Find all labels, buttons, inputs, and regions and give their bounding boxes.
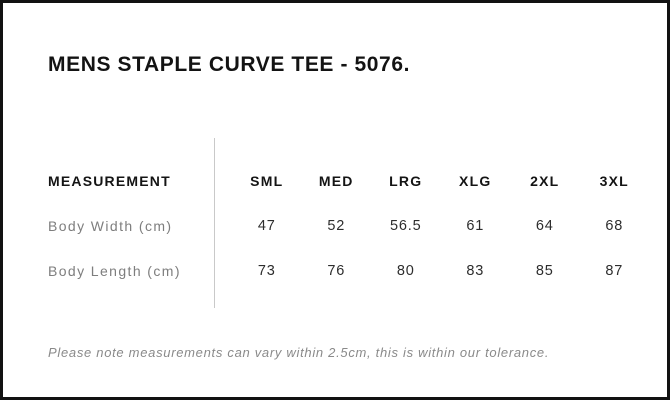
column-divider xyxy=(214,138,215,308)
table-row-body-width: Body Width (cm) 47 52 56.5 61 64 68 xyxy=(48,203,649,248)
size-column-header-2xl: 2XL xyxy=(530,172,560,189)
size-column-header-med: MED xyxy=(318,172,354,189)
size-value-cell: 56.5 xyxy=(390,217,422,234)
size-value-cell: 80 xyxy=(396,262,415,279)
size-value-cell: 83 xyxy=(466,262,485,279)
table-header-row: MEASUREMENT SML MED LRG XLG 2XL 3XL xyxy=(48,158,649,203)
size-value-cell: 68 xyxy=(605,217,624,234)
size-value-cell: 52 xyxy=(327,217,346,234)
tolerance-note: Please note measurements can vary within… xyxy=(48,345,550,360)
size-column-header-sml: SML xyxy=(250,172,284,189)
size-column-header-lrg: LRG xyxy=(389,172,423,189)
row-label: Body Length (cm) xyxy=(48,262,181,279)
size-value-cell: 47 xyxy=(257,217,276,234)
size-value-cell: 73 xyxy=(257,262,276,279)
size-value-cell: 85 xyxy=(535,262,554,279)
size-value-cell: 87 xyxy=(605,262,624,279)
size-column-header-3xl: 3XL xyxy=(599,172,629,189)
size-value-cell: 64 xyxy=(535,217,554,234)
size-chart-table: MEASUREMENT SML MED LRG XLG 2XL 3XL Body… xyxy=(48,158,649,293)
size-value-cell: 76 xyxy=(327,262,346,279)
size-column-header-xlg: XLG xyxy=(459,172,492,189)
row-label: Body Width (cm) xyxy=(48,217,173,234)
measurement-column-header: MEASUREMENT xyxy=(48,172,171,189)
page-title: MENS STAPLE CURVE TEE - 5076. xyxy=(48,53,411,76)
table-row-body-length: Body Length (cm) 73 76 80 83 85 87 xyxy=(48,248,649,293)
size-value-cell: 61 xyxy=(466,217,485,234)
